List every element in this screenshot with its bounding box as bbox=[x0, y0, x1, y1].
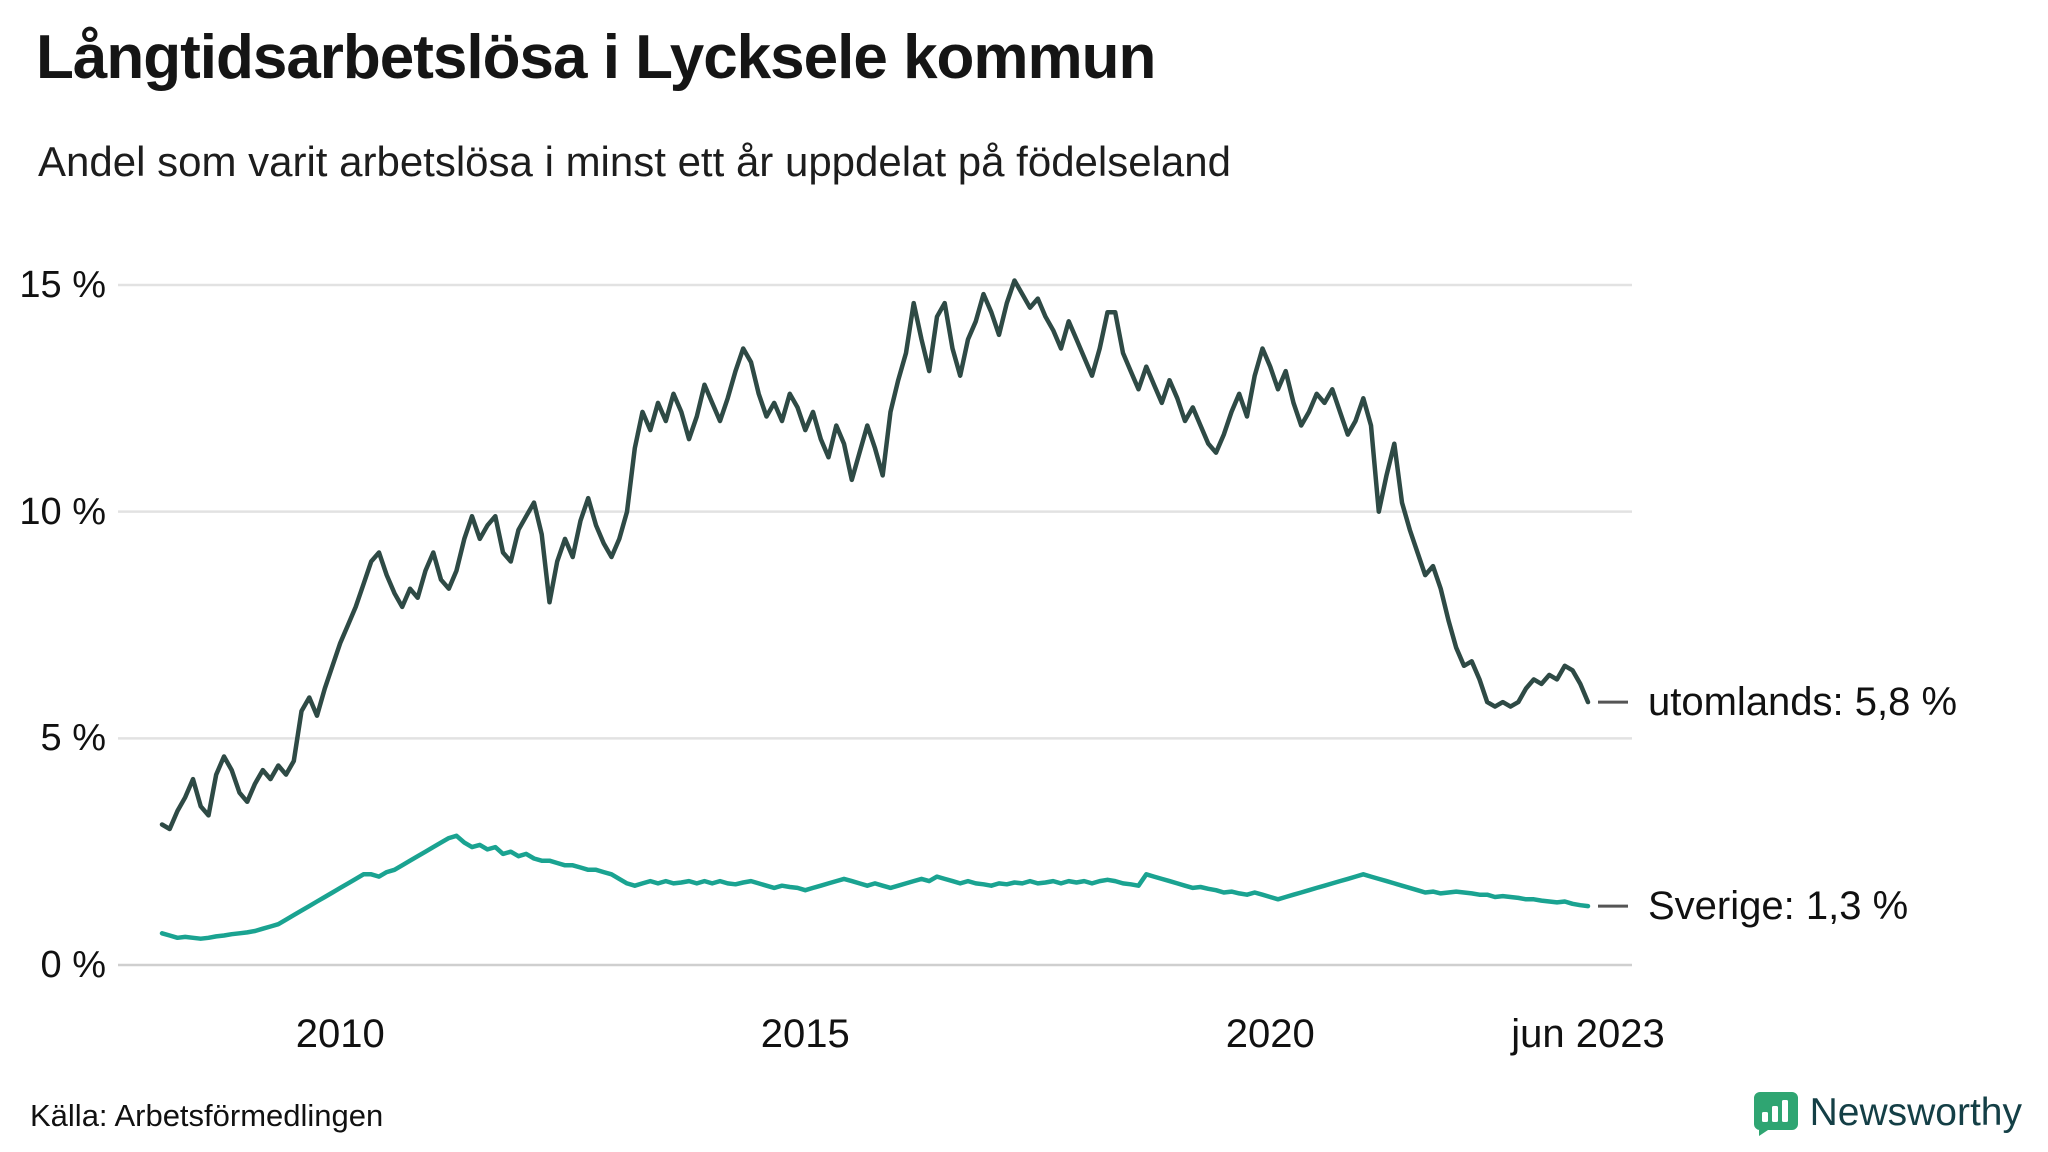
x-axis-tick-label: 2010 bbox=[295, 1012, 385, 1056]
series-end-label-utomlands: utomlands: 5,8 % bbox=[1648, 680, 1958, 725]
x-axis-tick-label: 2015 bbox=[760, 1012, 850, 1056]
series-line-utomlands bbox=[159, 278, 1591, 832]
y-axis-tick-label: 5 % bbox=[40, 717, 106, 760]
chart-subtitle: Andel som varit arbetslösa i minst ett å… bbox=[38, 138, 1232, 185]
y-axis-tick-label: 0 % bbox=[40, 944, 106, 986]
series-end-label-sverige: Sverige: 1,3 % bbox=[1648, 884, 1909, 929]
chart-title: Långtidsarbetslösa i Lycksele kommun bbox=[36, 23, 1156, 92]
newsworthy-logo: Newsworthy bbox=[1752, 1090, 2022, 1136]
x-axis-tick-label: jun 2023 bbox=[1511, 1012, 1665, 1056]
newsworthy-wordmark: Newsworthy bbox=[1809, 1091, 2022, 1134]
y-axis-tick-label: 10 % bbox=[19, 490, 106, 533]
source-attribution: Källa: Arbetsförmedlingen bbox=[30, 1098, 384, 1133]
series-line-Sverige bbox=[159, 833, 1591, 941]
newsworthy-icon bbox=[1753, 1092, 1798, 1136]
x-axis-tick-label: 2020 bbox=[1225, 1012, 1315, 1056]
y-axis-tick-label: 15 % bbox=[19, 264, 106, 306]
